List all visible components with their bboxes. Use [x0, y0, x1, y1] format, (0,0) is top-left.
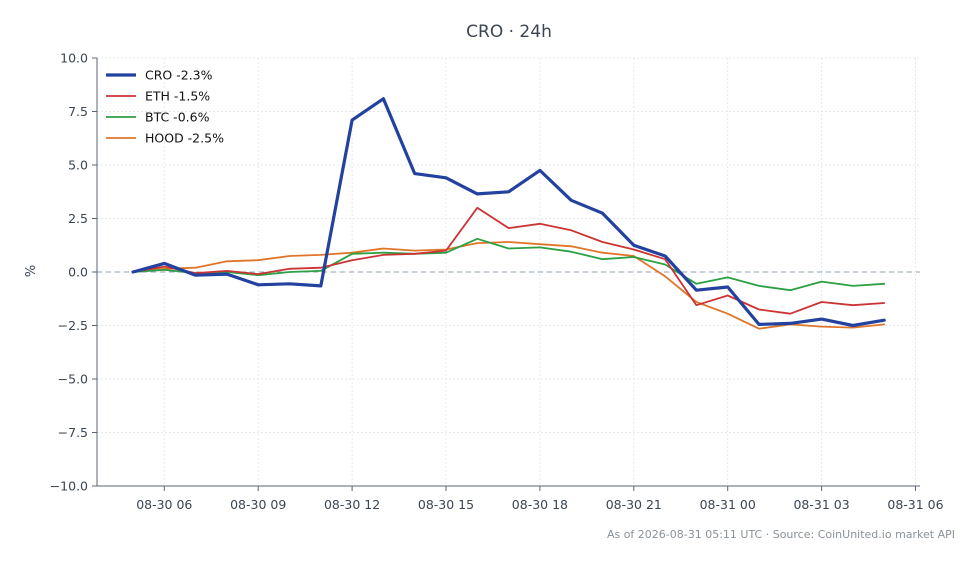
y-tick-label: −2.5 [58, 318, 88, 333]
y-axis-label: % [24, 265, 39, 277]
y-tick-label: 7.5 [68, 104, 88, 119]
x-tick-label: 08-30 18 [512, 497, 568, 512]
x-tick-label: 08-30 12 [324, 497, 380, 512]
series-line-eth [132, 206, 886, 315]
x-tick-label: 08-30 21 [606, 497, 662, 512]
y-tick-label: 10.0 [60, 51, 88, 66]
legend-label-cro: CRO -2.3% [145, 68, 213, 83]
x-tick-label: 08-30 09 [230, 497, 286, 512]
y-tick-label: 5.0 [68, 158, 88, 173]
x-tick-label: 08-31 06 [887, 497, 943, 512]
y-tick-label: −10.0 [50, 479, 88, 494]
y-tick-label: −5.0 [58, 372, 88, 387]
legend-label-eth: ETH -1.5% [145, 89, 210, 104]
series-line-btc [132, 237, 886, 292]
y-tick-label: −7.5 [58, 425, 88, 440]
series-line-cro [131, 97, 886, 328]
series-line-hood [132, 241, 886, 330]
y-tick-label: 2.5 [68, 211, 88, 226]
footer-source-note: As of 2026-08-31 05:11 UTC · Source: Coi… [607, 528, 955, 541]
legend-label-hood: HOOD -2.5% [145, 131, 224, 146]
x-tick-label: 08-31 03 [793, 497, 849, 512]
series-lines [131, 97, 886, 330]
x-tick-label: 08-30 15 [418, 497, 474, 512]
y-tick-label: 0.0 [68, 265, 88, 280]
legend-label-btc: BTC -0.6% [145, 110, 210, 125]
x-tick-label: 08-31 00 [700, 497, 756, 512]
axes: 10.0 7.5 5.0 2.5 0.0 −2.5 −5.0 −7.5 −10.0 08-30 0… [50, 51, 944, 513]
chart-title: CRO · 24h [466, 22, 552, 42]
legend: CRO -2.3% ETH -1.5% BTC -0.6% HOOD -2.5% [106, 68, 224, 146]
x-tick-label: 08-30 06 [136, 497, 192, 512]
